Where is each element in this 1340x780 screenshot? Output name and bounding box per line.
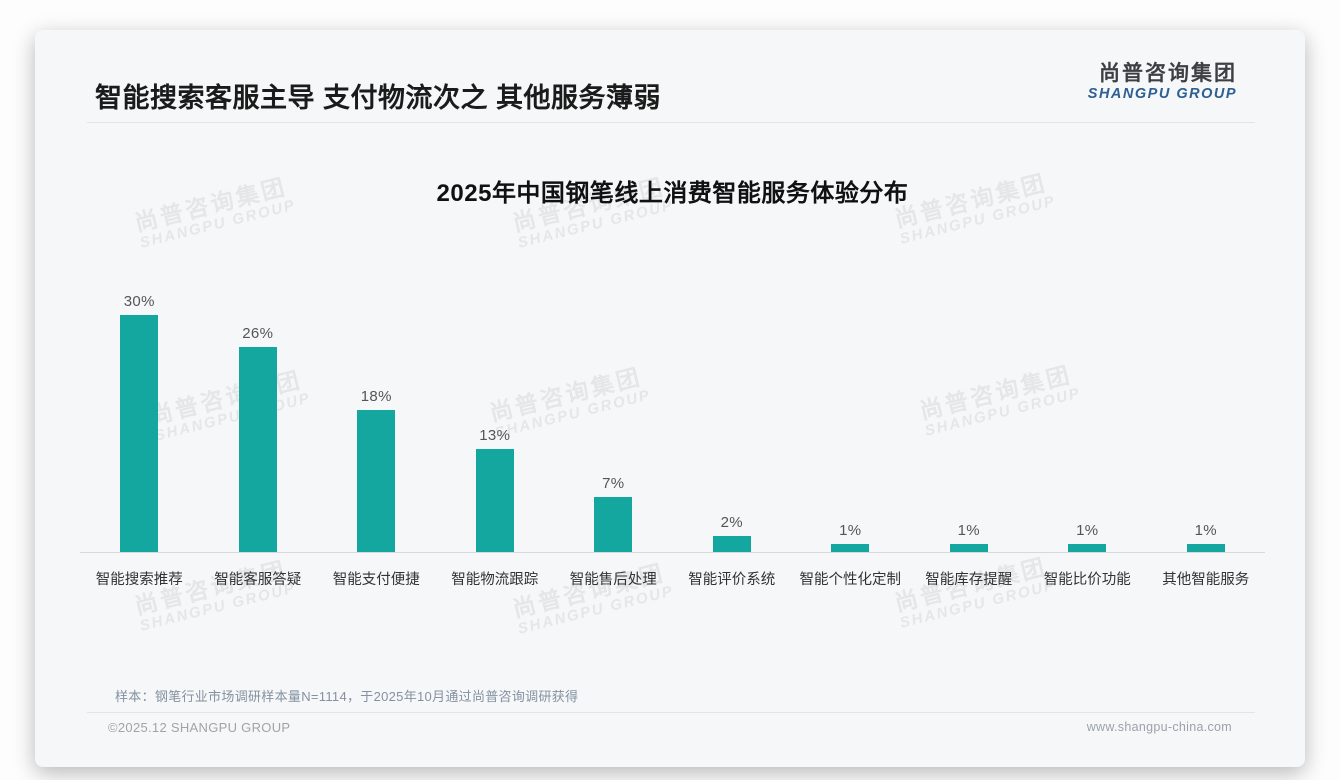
footer-divider [87,712,1255,713]
page-title: 智能搜索客服主导 支付物流次之 其他服务薄弱 [95,83,662,113]
header-divider [87,122,1255,123]
bar [712,536,751,552]
bar-column: 13% [436,427,555,552]
bar-value-label: 30% [123,293,155,310]
bar [357,410,396,552]
bar [238,347,277,552]
copyright-text: ©2025.12 SHANGPU GROUP [108,720,291,735]
bar [1068,544,1107,552]
bar [120,315,159,552]
bar-value-label: 1% [839,522,862,539]
category-label: 智能比价功能 [1043,572,1131,588]
bar-column: 1% [1147,522,1266,552]
footer: ©2025.12 SHANGPU GROUP www.shangpu-china… [108,720,1232,735]
category-label: 智能评价系统 [688,572,776,588]
category-label: 其他智能服务 [1162,572,1250,588]
category-label: 智能售后处理 [569,572,657,588]
bar-value-label: 18% [360,388,392,405]
chart-title: 2025年中国钢笔线上消费智能服务体验分布 [436,180,909,207]
bar-column: 7% [554,475,673,552]
bar [949,544,988,552]
bar-value-label: 13% [479,427,511,444]
logo-english-text: SHANGPU GROUP [1087,86,1237,103]
category-label: 智能支付便捷 [332,572,420,588]
bar-value-label: 2% [720,514,743,531]
category-label: 智能个性化定制 [799,572,902,588]
watermark-english-text: SHANGPU GROUP [516,582,676,639]
bar-value-label: 1% [1076,522,1099,539]
bar-column: 18% [317,388,436,552]
bar-column: 1% [1028,522,1147,552]
category-label: 智能库存提醒 [925,572,1013,588]
slide-card: 尚普咨询集团 SHANGPU GROUP 尚普咨询集团 SHANGPU GROUP 尚普… [35,30,1305,767]
website-text: www.shangpu-china.com [1086,720,1232,734]
bar-column: 2% [673,514,792,552]
category-label: 智能客服答疑 [214,572,302,588]
bar-chart-plot-area: 30% 26% 18% 13% 7% 2% 1% 1% 1% 1% [80,293,1266,553]
bar [831,544,870,552]
bar-column: 1% [791,522,910,552]
bar-value-label: 7% [602,475,625,492]
bar-value-label: 26% [242,325,274,342]
bar-column: 26% [199,325,318,552]
bar-column: 30% [80,293,199,552]
watermark-english-text: SHANGPU GROUP [138,579,298,636]
sample-footnote: 样本：钢笔行业市场调研样本量N=1114，于2025年10月通过尚普咨询调研获得 [115,689,579,704]
logo-chinese-text: 尚普咨询集团 [1099,62,1237,85]
company-logo: 尚普咨询集团 SHANGPU GROUP [1088,62,1237,104]
bar-value-label: 1% [1194,522,1217,539]
bar [594,497,633,552]
bar [1186,544,1225,552]
category-label: 智能搜索推荐 [95,572,183,588]
category-label: 智能物流跟踪 [451,572,539,588]
bar-value-label: 1% [957,522,980,539]
bar [475,449,514,552]
watermark: 尚普咨询集团 SHANGPU GROUP [892,553,1058,632]
bar-column: 1% [910,522,1029,552]
category-axis-labels: 智能搜索推荐 智能客服答疑 智能支付便捷 智能物流跟踪 智能售后处理 智能评价系统 智能个性… [80,568,1265,589]
